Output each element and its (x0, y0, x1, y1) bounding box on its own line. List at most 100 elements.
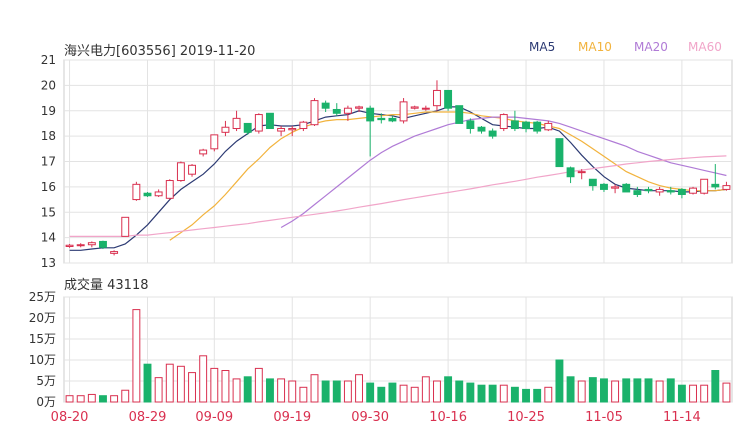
x-date-label: 10-25 (507, 410, 545, 425)
volume-bar (466, 382, 475, 403)
volume-y-tick-label: 10万 (29, 353, 56, 367)
candle-body (689, 187, 697, 194)
volume-bar (76, 395, 85, 403)
price-y-tick-label: 21 (41, 53, 56, 67)
volume-bar (199, 355, 208, 403)
volume-bar (355, 374, 363, 403)
volume-bar (121, 389, 130, 403)
price-y-tick-label: 17 (41, 155, 56, 169)
price-y-tick-label: 20 (41, 78, 56, 92)
ma-line-ma5 (69, 106, 727, 251)
volume-bar (677, 384, 686, 403)
candle-body (622, 183, 631, 193)
volume-bar (288, 380, 297, 403)
volume-bar (188, 372, 196, 403)
candle-body (510, 120, 519, 130)
volume-bar (99, 395, 107, 403)
candle-body (600, 183, 608, 190)
legend-ma60: MA60 (688, 40, 722, 54)
candle-body (355, 106, 363, 109)
candle-body (455, 105, 464, 124)
x-date-label: 08-29 (129, 410, 167, 425)
candle-body (722, 185, 731, 190)
candle-body (343, 107, 352, 114)
candle-body (254, 114, 263, 132)
volume-bar (644, 378, 653, 403)
candle-body (588, 178, 597, 187)
volume-bar (410, 386, 419, 403)
x-date-label: 11-05 (585, 410, 623, 425)
x-date-label: 10-16 (429, 410, 467, 425)
candle-body (110, 251, 119, 254)
candle-body (399, 101, 408, 122)
volume-label: 成交量 43118 (64, 278, 149, 293)
ma-line-ma60 (69, 155, 727, 237)
candle-body (410, 106, 419, 109)
volume-bar (499, 384, 508, 403)
candle-body (421, 107, 430, 110)
volume-bar (689, 384, 697, 403)
candle-body (677, 188, 686, 195)
price-y-tick-label: 14 (41, 231, 56, 245)
ma-line-ma20 (280, 116, 727, 229)
volume-y-tick-label: 5万 (36, 374, 56, 388)
volume-bar (232, 378, 241, 403)
volume-bar (87, 393, 96, 403)
candle-body (611, 186, 620, 189)
volume-bar (566, 376, 575, 403)
candle-body (544, 122, 553, 131)
candle-body (132, 183, 141, 201)
candle-body (154, 191, 163, 197)
volume-bar (210, 367, 219, 403)
candle-body (466, 120, 475, 130)
legend-ma10: MA10 (578, 40, 612, 54)
volume-bar (488, 384, 497, 403)
candle-body (199, 149, 208, 155)
volume-bar (388, 382, 397, 403)
price-y-tick-label: 19 (41, 104, 56, 118)
candle-body (188, 164, 196, 175)
candle-body (321, 102, 330, 109)
volume-y-tick-label: 25万 (29, 290, 56, 304)
volume-bar (299, 386, 308, 403)
volume-y-tick-label: 20万 (29, 311, 56, 325)
candle-body (221, 126, 230, 133)
candle-body (288, 128, 297, 131)
candle-body (299, 121, 308, 130)
volume-bar (243, 376, 252, 403)
volume-bar (65, 395, 74, 403)
volume-bar (154, 377, 163, 403)
volume-bar (110, 395, 119, 403)
volume-bar (310, 374, 319, 403)
x-date-label: 09-19 (273, 410, 311, 425)
volume-bar (332, 380, 341, 403)
candle-body (366, 107, 375, 122)
x-date-label: 09-09 (195, 410, 233, 425)
volume-bar (700, 384, 709, 403)
volume-bar (444, 376, 453, 403)
volume-bar (254, 367, 263, 403)
volume-bar (343, 380, 352, 403)
volume-bar (522, 388, 530, 403)
volume-bar (132, 309, 141, 403)
volume-bar (611, 380, 620, 403)
candle-body (266, 112, 274, 130)
volume-bar (577, 380, 586, 403)
candle-body (633, 190, 642, 195)
candle-body (700, 178, 709, 194)
volume-bar (377, 386, 386, 403)
volume-bar (633, 378, 642, 403)
candle-body (176, 162, 185, 182)
candle-body (310, 100, 319, 126)
volume-bar (722, 382, 731, 403)
volume-bar (366, 382, 375, 403)
volume-y-tick-label: 0万 (36, 395, 56, 409)
volume-bar (588, 377, 597, 403)
candle-body (377, 117, 386, 121)
candle-body (433, 89, 441, 107)
volume-bar (510, 386, 519, 403)
volume-bar (622, 378, 631, 403)
ma-line-ma10 (169, 111, 727, 241)
